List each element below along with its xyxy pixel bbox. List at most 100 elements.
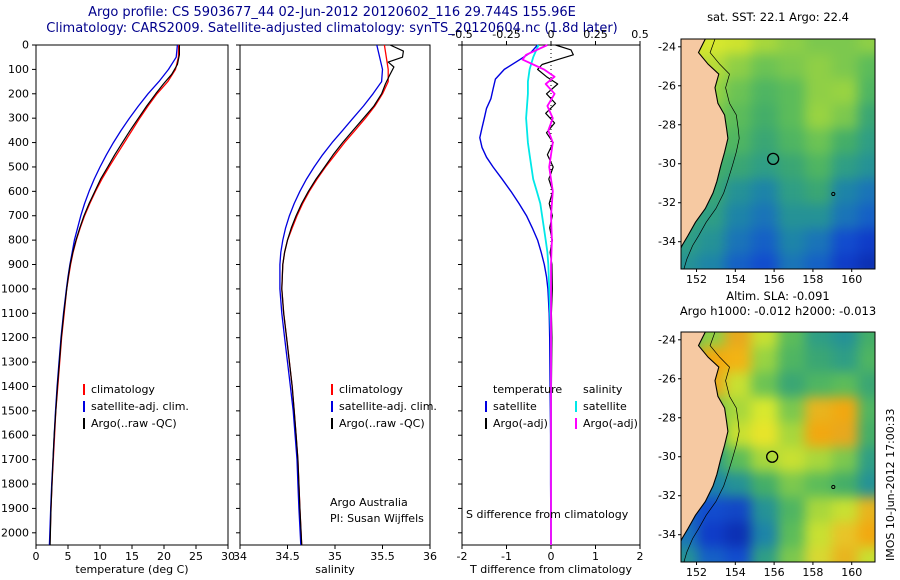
svg-text:1400: 1400	[1, 380, 29, 393]
svg-text:climatology: climatology	[339, 383, 403, 396]
svg-text:-30: -30	[658, 157, 676, 170]
svg-text:temperature: temperature	[493, 383, 562, 396]
svg-text:satellite: satellite	[493, 400, 537, 413]
svg-text:154: 154	[725, 566, 746, 579]
svg-text:34: 34	[233, 550, 247, 563]
svg-text:1300: 1300	[1, 356, 29, 369]
temperature-profile-series-argo-raw-qc	[49, 45, 180, 546]
svg-text:-0.5: -0.5	[451, 28, 472, 41]
svg-text:-34: -34	[658, 235, 676, 248]
svg-text:Argo(..raw -QC): Argo(..raw -QC)	[91, 417, 177, 430]
svg-text:34.5: 34.5	[275, 550, 300, 563]
svg-text:1100: 1100	[1, 307, 29, 320]
svg-text:1500: 1500	[1, 404, 29, 417]
svg-text:30: 30	[221, 550, 235, 563]
svg-text:-30: -30	[658, 450, 676, 463]
svg-text:salinity: salinity	[583, 383, 623, 396]
svg-text:35.5: 35.5	[370, 550, 395, 563]
svg-text:0: 0	[33, 550, 40, 563]
svg-text:20: 20	[157, 550, 171, 563]
svg-text:152: 152	[686, 273, 707, 286]
svg-text:160: 160	[841, 566, 862, 579]
sla-map: 152 154 156 158 160 -24 -26 -28 -30 -32 -34	[658, 331, 876, 579]
svg-text:1700: 1700	[1, 453, 29, 466]
svg-text:2: 2	[637, 550, 644, 563]
svg-text:0: 0	[548, 550, 555, 563]
svg-text:1: 1	[592, 550, 599, 563]
timestamp-watermark: IMOS 10-Jun-2012 17:00:33	[884, 408, 897, 561]
difference-profile: -2 -1 0 1 2 -0.5 -0.25 0 0.25 0.5 T difference fro…	[451, 28, 648, 576]
salinity-profile: 34 34.5 35 35.5 36 salinity climatology satelli…	[233, 44, 437, 576]
svg-text:700: 700	[8, 209, 29, 222]
sst-map-island-mark	[831, 191, 836, 197]
svg-text:400: 400	[8, 136, 29, 149]
svg-text:S difference from climatology: S difference from climatology	[466, 508, 629, 521]
difference-profile-series-s-diff-satellite	[525, 44, 552, 545]
sst-map-float-position-marker	[767, 152, 780, 166]
salinity-profile-series-satellite-adj-clim	[279, 44, 384, 546]
difference-profile-series-s-diff-argo	[521, 44, 556, 545]
svg-text:600: 600	[8, 185, 29, 198]
svg-text:satellite-adj. clim.: satellite-adj. clim.	[91, 400, 189, 413]
temperature-profile-series-climatology	[49, 44, 180, 546]
svg-text:0.5: 0.5	[631, 28, 649, 41]
salinity-profile-series-argo-raw-qc	[281, 44, 404, 546]
svg-text:1900: 1900	[1, 502, 29, 515]
svg-text:500: 500	[8, 160, 29, 173]
sla-map-title: Altim. SLA: -0.091 Argo h1000: -0.012 h2…	[665, 289, 891, 319]
svg-text:-26: -26	[658, 372, 676, 385]
svg-text:5: 5	[65, 550, 72, 563]
svg-text:satellite: satellite	[583, 400, 627, 413]
svg-text:1800: 1800	[1, 478, 29, 491]
sst-map-land	[681, 39, 729, 250]
svg-text:Argo(-adj): Argo(-adj)	[583, 417, 638, 430]
svg-text:200: 200	[8, 87, 29, 100]
svg-text:-32: -32	[658, 196, 676, 209]
svg-text:-28: -28	[658, 411, 676, 424]
svg-text:-1: -1	[501, 550, 512, 563]
svg-text:158: 158	[802, 273, 823, 286]
svg-text:15: 15	[125, 550, 139, 563]
svg-text:800: 800	[8, 234, 29, 247]
sla-map-land	[681, 332, 729, 543]
svg-text:salinity: salinity	[315, 563, 355, 576]
svg-text:Argo(-adj): Argo(-adj)	[493, 417, 548, 430]
svg-text:152: 152	[686, 566, 707, 579]
svg-text:-2: -2	[457, 550, 468, 563]
svg-text:160: 160	[841, 273, 862, 286]
svg-text:2000: 2000	[1, 526, 29, 539]
svg-text:-24: -24	[658, 40, 676, 53]
svg-text:-0.25: -0.25	[492, 28, 520, 41]
svg-text:-26: -26	[658, 79, 676, 92]
svg-text:156: 156	[764, 566, 785, 579]
page-title: Argo profile: CS 5903677_44 02-Jun-2012 …	[0, 5, 664, 37]
title-line-2: Climatology: CARS2009. Satellite-adjuste…	[46, 21, 618, 36]
difference-profile-series-t-diff-satellite	[479, 44, 552, 546]
title-line-1: Argo profile: CS 5903677_44 02-Jun-2012 …	[88, 5, 576, 20]
svg-text:300: 300	[8, 112, 29, 125]
svg-text:36: 36	[423, 550, 437, 563]
sla-map-isobath	[683, 332, 740, 562]
sst-map: 152 154 156 158 160 -24 -26 -28 -30 -32 -34	[658, 38, 876, 286]
svg-text:PI: Susan Wijffels: PI: Susan Wijffels	[330, 512, 424, 525]
svg-text:100: 100	[8, 63, 29, 76]
svg-text:154: 154	[725, 273, 746, 286]
temperature-profile: 0 5 10 15 20 25 300100200300400500600700800900…	[1, 39, 235, 577]
sst-map-title: sat. SST: 22.1 Argo: 22.4	[707, 10, 849, 24]
svg-text:0.25: 0.25	[583, 28, 608, 41]
svg-text:35: 35	[328, 550, 342, 563]
difference-profile-series-t-diff-argo	[536, 44, 574, 545]
svg-text:0: 0	[548, 28, 555, 41]
sla-map-island-mark	[831, 484, 836, 490]
svg-text:1000: 1000	[1, 282, 29, 295]
svg-text:Argo(..raw -QC): Argo(..raw -QC)	[339, 417, 425, 430]
svg-text:climatology: climatology	[91, 383, 155, 396]
svg-text:T difference from climatology: T difference from climatology	[469, 563, 632, 576]
svg-text:-24: -24	[658, 333, 676, 346]
sla-map-title-line1: Altim. SLA: -0.091	[726, 289, 830, 303]
temperature-profile-series-satellite-adj-clim	[48, 44, 179, 546]
sla-map-float-position-marker	[766, 450, 779, 463]
svg-text:satellite-adj. clim.: satellite-adj. clim.	[339, 400, 437, 413]
